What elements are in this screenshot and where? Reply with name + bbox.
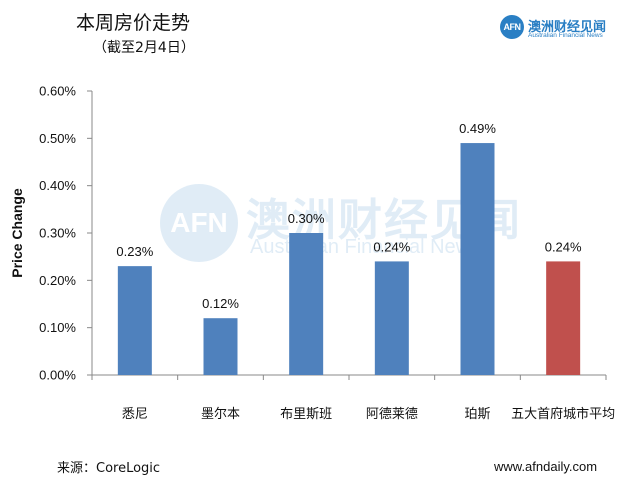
data-label: 0.49% [459, 121, 496, 136]
y-tick-label: 0.10% [39, 320, 76, 335]
bar [460, 143, 495, 375]
afn-logo-icon: AFN [500, 15, 524, 39]
y-tick-label: 0.00% [39, 368, 76, 383]
brand-name-cn: 澳洲财经见闻 [528, 20, 607, 35]
data-label: 0.23% [116, 244, 153, 259]
y-axis-title: Price Change [9, 188, 25, 278]
x-tick-label: 阿德莱德 [366, 407, 418, 422]
x-tick-label: 墨尔本 [201, 407, 240, 422]
data-label: 0.12% [202, 296, 239, 311]
y-tick-label: 0.60% [39, 84, 76, 99]
brand-logo-block: AFN 澳洲财经见闻 Australian Financial News [500, 15, 626, 41]
x-tick-label: 布里斯班 [280, 407, 332, 422]
bar [546, 261, 581, 375]
bar [117, 266, 152, 375]
data-label: 0.24% [545, 239, 582, 254]
y-tick-label: 0.30% [39, 226, 76, 241]
chart-subtitle: （截至2月4日） [93, 40, 195, 56]
website-link[interactable]: www.afndaily.com [494, 459, 598, 474]
data-label: 0.30% [288, 211, 325, 226]
bar [203, 318, 238, 375]
source-note: 来源：CoreLogic [57, 461, 161, 476]
bar [289, 233, 324, 375]
bar [374, 261, 409, 375]
x-tick-label: 珀斯 [464, 407, 490, 422]
chart-title: 本周房价走势 [76, 12, 191, 34]
x-tick-label: 五大首府城市平均 [511, 406, 615, 422]
data-label: 0.24% [373, 239, 410, 254]
y-tick-label: 0.20% [39, 273, 76, 288]
y-tick-label: 0.50% [39, 131, 76, 146]
y-tick-label: 0.40% [39, 178, 76, 193]
x-tick-label: 悉尼 [122, 407, 148, 422]
brand-name-en: Australian Financial News [528, 32, 603, 39]
